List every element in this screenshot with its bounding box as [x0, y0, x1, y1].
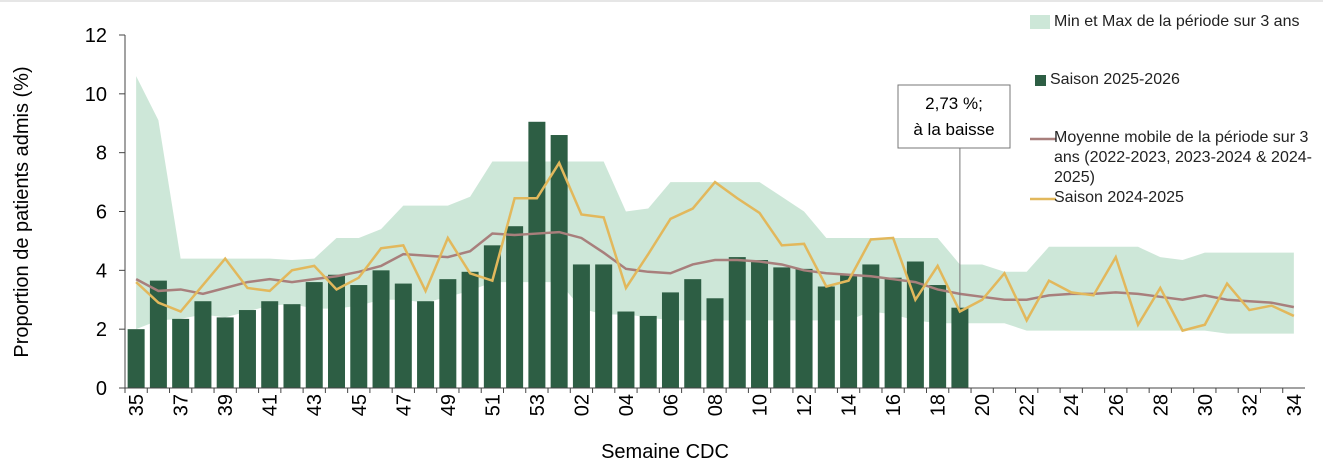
x-tick-label: 45: [349, 394, 371, 416]
bar: [372, 270, 390, 388]
bar: [817, 286, 835, 388]
bar: [773, 267, 791, 388]
legend-swatch: [1035, 75, 1046, 86]
annotation-box: [897, 84, 1011, 149]
y-tick-label: 0: [96, 378, 107, 400]
legend-label: Saison 2025-2026: [1050, 71, 1180, 88]
bar: [751, 260, 769, 388]
bar: [617, 311, 635, 388]
bar: [661, 292, 679, 388]
bar: [951, 307, 969, 388]
bar: [216, 317, 234, 388]
bar: [149, 280, 167, 388]
x-axis-title: Semaine CDC: [601, 441, 729, 463]
x-tick-label: 37: [171, 394, 193, 416]
bar: [840, 274, 858, 388]
bar: [394, 283, 412, 388]
bar: [283, 304, 301, 388]
x-tick-label: 14: [839, 394, 861, 416]
y-tick-label: 6: [96, 202, 107, 224]
bar: [172, 318, 190, 388]
legend-label: Min et Max de la période sur 3 ans: [1054, 13, 1300, 30]
y-tick-label: 8: [96, 143, 107, 165]
x-tick-label: 53: [527, 394, 549, 416]
bar: [461, 271, 479, 388]
x-tick-label: 30: [1195, 394, 1217, 416]
bar: [194, 301, 212, 388]
bar: [127, 329, 145, 388]
line: [135, 160, 1295, 333]
x-tick-label: 34: [1284, 394, 1306, 416]
bar: [261, 301, 279, 388]
legend-label: Saison 2024-2025: [1054, 189, 1184, 206]
x-tick-label: 06: [660, 394, 682, 416]
bar: [550, 135, 568, 388]
y-tick-label: 2: [96, 319, 107, 341]
x-tick-label: 32: [1239, 394, 1261, 416]
x-tick-label: 41: [260, 394, 282, 416]
bar: [305, 282, 323, 388]
x-tick-label: 26: [1106, 394, 1128, 416]
annotation-text: 2,73 %;: [925, 94, 983, 113]
y-tick-label: 10: [85, 84, 107, 106]
bar: [684, 279, 702, 388]
bar: [728, 257, 746, 388]
x-tick-label: 18: [928, 394, 950, 416]
legend-swatch: [1030, 15, 1050, 29]
bar: [350, 285, 368, 388]
x-tick-label: 43: [304, 394, 326, 416]
x-tick-label: 39: [215, 394, 237, 416]
x-tick-label: 49: [438, 394, 460, 416]
bar: [929, 285, 947, 388]
x-tick-label: 22: [1017, 394, 1039, 416]
bar: [706, 298, 724, 388]
x-tick-label: 28: [1150, 394, 1172, 416]
legend-label: Moyenne mobile de la période sur 3 ans (…: [1054, 129, 1312, 186]
bar: [238, 310, 256, 388]
x-tick-label: 12: [794, 394, 816, 416]
bar: [506, 226, 524, 388]
annotation-text: à la baisse: [913, 120, 994, 139]
bar: [483, 245, 501, 388]
y-axis-title: Proportion de patients admis (%): [11, 66, 33, 357]
bar: [795, 268, 813, 388]
x-tick-label: 51: [482, 394, 504, 416]
bar: [639, 315, 657, 388]
x-tick-label: 02: [571, 394, 593, 416]
bar: [417, 301, 435, 388]
x-tick-label: 20: [972, 394, 994, 416]
bar: [439, 279, 457, 388]
x-tick-label: 08: [705, 394, 727, 416]
bar: [572, 264, 590, 388]
bar: [884, 277, 902, 388]
x-tick-label: 16: [883, 394, 905, 416]
x-tick-label: 35: [126, 394, 148, 416]
x-tick-label: 47: [393, 394, 415, 416]
min-max-band: [136, 76, 1294, 334]
x-tick-label: 10: [750, 394, 772, 416]
x-tick-label: 04: [616, 394, 638, 416]
y-tick-label: 12: [85, 25, 107, 47]
bar: [862, 264, 880, 388]
line: [135, 230, 1295, 309]
y-tick-label: 4: [96, 260, 107, 282]
bar: [328, 274, 346, 388]
x-tick-label: 24: [1061, 394, 1083, 416]
bar: [528, 121, 546, 388]
bar: [595, 264, 613, 388]
